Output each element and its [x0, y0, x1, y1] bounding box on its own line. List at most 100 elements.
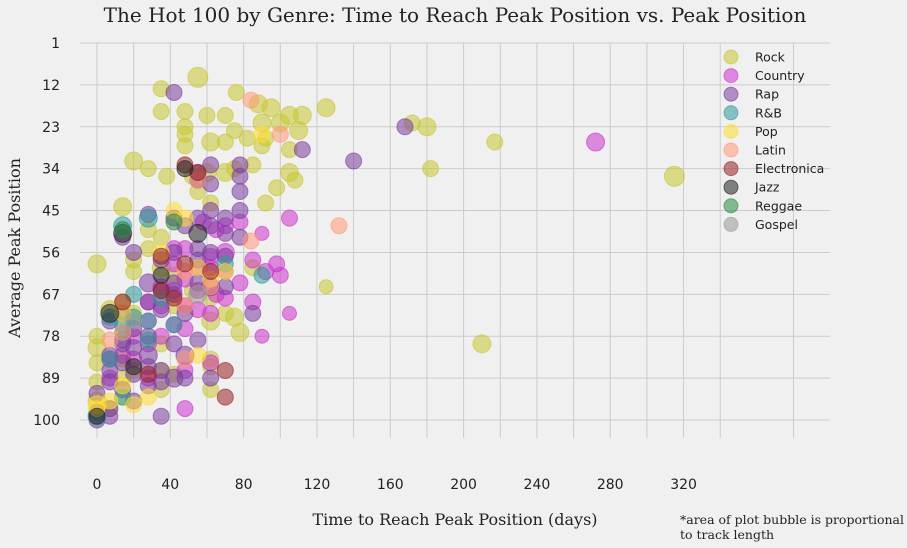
data-point [231, 167, 249, 185]
data-point [238, 129, 256, 147]
data-point [138, 208, 158, 228]
footnote-line-2: to track length [680, 527, 774, 542]
legend-marker [723, 161, 739, 177]
data-point [138, 273, 158, 293]
data-point [139, 160, 157, 178]
data-point [663, 165, 685, 187]
chart-title: The Hot 100 by Genre: Time to Reach Peak… [104, 3, 807, 27]
x-tick-label: 0 [93, 477, 102, 493]
data-point [114, 323, 132, 341]
data-point [261, 98, 281, 118]
legend-item: Country [723, 68, 805, 84]
data-point [254, 328, 270, 344]
legend-label: R&B [755, 105, 782, 120]
data-point [216, 361, 234, 379]
x-tick-label: 320 [670, 477, 697, 493]
legend-label: Rap [755, 87, 779, 102]
y-tick-label: 23 [42, 120, 60, 136]
data-point [422, 160, 440, 178]
plot-area [87, 66, 685, 429]
x-tick-label: 200 [450, 477, 477, 493]
legend-marker [723, 123, 739, 139]
data-point [88, 407, 106, 425]
data-point [198, 106, 216, 124]
x-tick-label: 280 [597, 477, 624, 493]
data-point [216, 262, 234, 280]
y-tick-label: 89 [42, 371, 60, 387]
data-point [280, 209, 298, 227]
data-point [139, 331, 157, 349]
y-tick-label: 34 [42, 162, 60, 178]
legend-item: Jazz [723, 179, 780, 195]
legend-item: Rap [723, 86, 779, 102]
legend-marker [723, 179, 739, 195]
y-tick-label: 78 [42, 329, 60, 345]
data-point [100, 303, 120, 323]
data-point [125, 262, 143, 280]
data-point [188, 223, 208, 243]
legend-item: Rock [723, 49, 786, 65]
x-axis-label: Time to Reach Peak Position (days) [312, 510, 597, 529]
data-point [472, 334, 492, 354]
data-point [216, 209, 234, 227]
y-tick-label: 56 [42, 245, 60, 261]
data-point [152, 266, 170, 284]
data-point [216, 278, 234, 296]
data-point [101, 331, 119, 349]
legend-item: Gospel [723, 216, 798, 232]
data-point [281, 305, 297, 321]
data-point [253, 125, 271, 143]
data-point [316, 98, 336, 118]
legend-label: Gospel [755, 217, 798, 232]
data-point [202, 202, 220, 220]
data-point [101, 392, 119, 410]
data-point [125, 358, 143, 376]
data-point [124, 151, 144, 171]
data-point [230, 322, 250, 342]
data-point [244, 251, 262, 269]
legend-item: R&B [723, 105, 782, 121]
data-point [165, 84, 183, 102]
data-point [271, 125, 289, 143]
data-point [158, 167, 176, 185]
x-axis-ticks: 0 40 80 120 160 200 240 280 320 [93, 477, 697, 493]
legend-label: Country [755, 68, 805, 83]
data-point [114, 377, 132, 395]
data-point [293, 141, 311, 159]
data-point [586, 132, 606, 152]
x-tick-label: 240 [524, 477, 551, 493]
data-point [125, 312, 143, 330]
y-tick-label: 45 [42, 204, 60, 220]
data-point [125, 243, 143, 261]
data-point [271, 266, 289, 284]
data-point [225, 122, 243, 140]
data-point [176, 369, 194, 387]
x-tick-label: 80 [235, 477, 253, 493]
data-point [216, 224, 234, 242]
data-point [176, 400, 194, 418]
data-point [165, 316, 183, 334]
data-point [286, 171, 304, 189]
data-point [139, 365, 157, 383]
x-tick-label: 120 [304, 477, 331, 493]
data-point [289, 121, 309, 141]
legend-item: Reggae [723, 198, 802, 214]
data-point [486, 133, 504, 151]
legend-label: Pop [755, 124, 778, 139]
data-point [152, 228, 170, 246]
data-point [345, 152, 363, 170]
y-axis-label: Average Peak Position [5, 158, 24, 339]
data-point [187, 66, 209, 88]
series-electronica [114, 156, 234, 406]
data-point [125, 339, 143, 357]
data-point [242, 232, 260, 250]
series-reggae [114, 213, 183, 239]
legend-marker [723, 142, 739, 158]
data-point [231, 183, 249, 201]
series-gospel [125, 284, 208, 330]
data-point [396, 118, 414, 136]
data-point [202, 369, 220, 387]
data-point [165, 289, 183, 307]
data-point [242, 91, 260, 109]
